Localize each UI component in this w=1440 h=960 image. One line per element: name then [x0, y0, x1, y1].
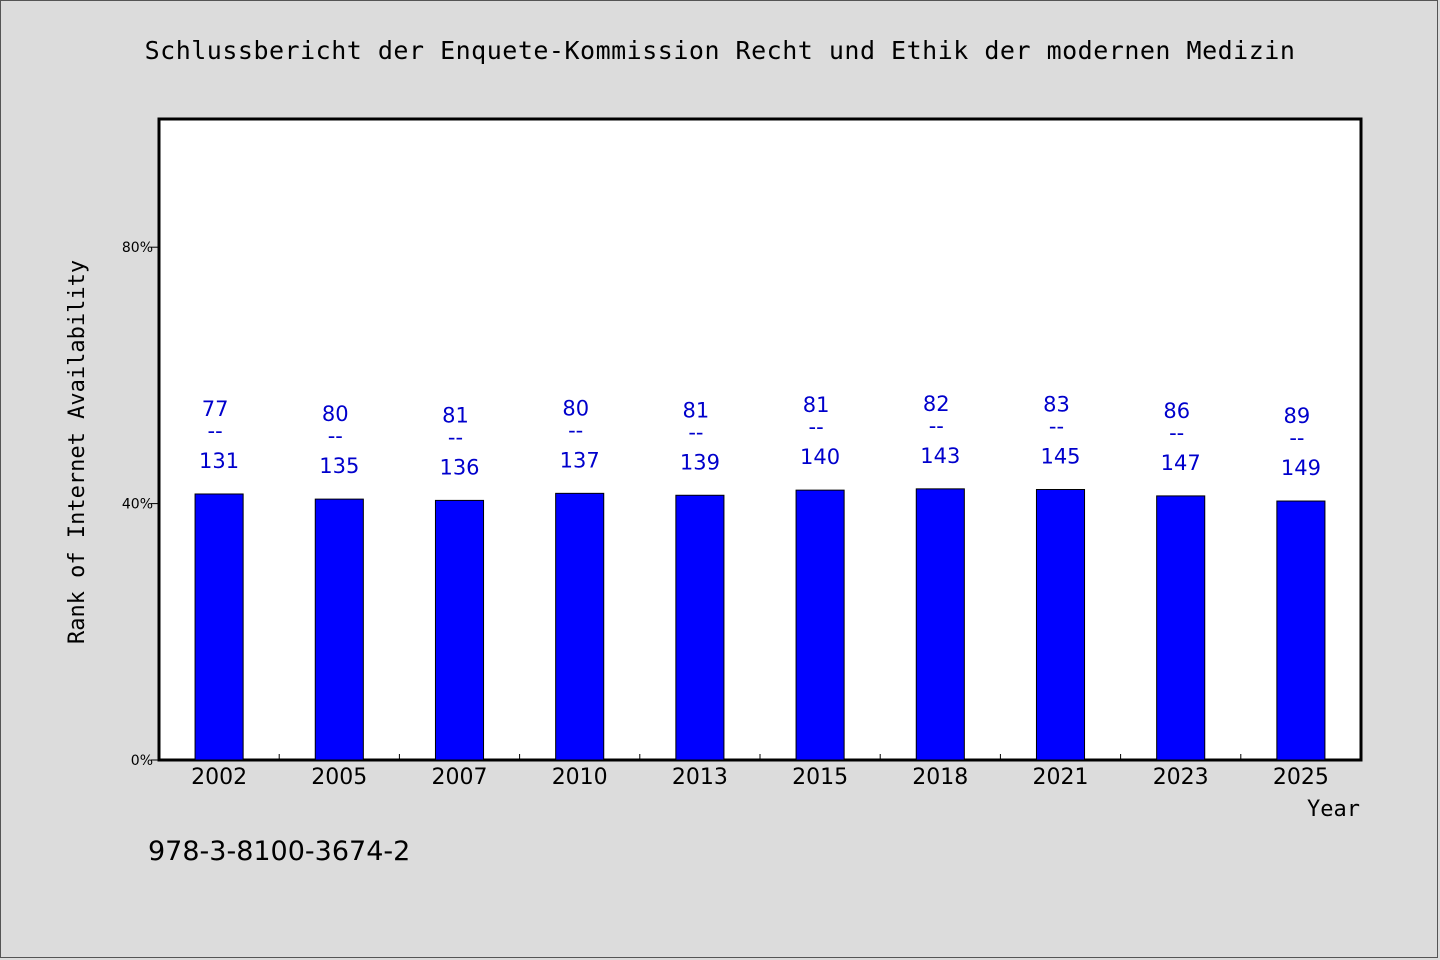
data-label-total: 140	[800, 445, 840, 469]
data-label-total: 135	[319, 454, 359, 478]
x-tick-label: 2023	[1153, 765, 1209, 790]
data-label-total: 131	[199, 449, 239, 473]
x-tick-label: 2010	[552, 765, 608, 790]
x-tick-label: 2007	[432, 765, 488, 790]
data-label-separator: --	[809, 415, 824, 439]
data-label-total: 136	[439, 455, 479, 479]
y-tick-label: 80%	[122, 240, 153, 256]
data-label-rank: 81	[442, 403, 469, 427]
x-tick-label: 2005	[311, 765, 367, 790]
bar	[1156, 495, 1206, 761]
bar	[314, 498, 364, 761]
isbn-text: 978-3-8100-3674-2	[148, 836, 411, 867]
x-tick-label: 2025	[1273, 765, 1329, 790]
data-label-total: 145	[1040, 444, 1080, 468]
bar	[1035, 488, 1086, 761]
bar	[675, 494, 725, 761]
data-label-rank: 83	[1043, 392, 1070, 416]
data-label-total: 147	[1161, 451, 1201, 475]
data-label-rank: 86	[1163, 399, 1190, 423]
x-tick-label: 2013	[672, 765, 728, 790]
x-axis: 2002 2005 2007 2010 2013 2015 2018 2021 2023 2025	[158, 754, 1362, 790]
bar	[1276, 500, 1326, 761]
data-label-rank: 81	[803, 393, 830, 417]
data-label-rank: 77	[202, 397, 229, 421]
data-label-separator: --	[1169, 421, 1184, 445]
data-labels: 77--13180--13581--13680--13781--13981--1…	[199, 392, 1321, 480]
y-axis-title: Rank of Internet Availability	[65, 260, 90, 644]
x-tick-label: 2015	[792, 765, 848, 790]
data-label-separator: --	[1289, 426, 1304, 450]
bar	[555, 492, 605, 761]
bar	[795, 489, 845, 761]
y-tick-label: 0%	[131, 753, 153, 769]
bar	[915, 488, 965, 761]
data-label-rank: 81	[683, 398, 710, 422]
data-label-total: 143	[920, 444, 960, 468]
data-label-separator: --	[688, 420, 703, 444]
data-label-rank: 89	[1284, 404, 1311, 428]
data-label-rank: 80	[322, 402, 349, 426]
data-label-separator: --	[328, 424, 343, 448]
bar	[194, 493, 244, 761]
data-label-separator: --	[208, 419, 223, 443]
x-tick-label: 2002	[191, 765, 247, 790]
data-label-separator: --	[929, 414, 944, 438]
data-label-total: 139	[680, 450, 720, 474]
data-label-separator: --	[568, 418, 583, 442]
chart-title: Schlussbericht der Enquete-Kommission Re…	[144, 36, 1296, 65]
x-tick-label: 2021	[1033, 765, 1089, 790]
data-label-rank: 82	[923, 392, 950, 416]
x-tick-label: 2018	[912, 765, 968, 790]
data-label-total: 149	[1281, 456, 1321, 480]
bar	[434, 499, 485, 761]
bar-series	[194, 488, 1326, 761]
data-label-separator: --	[448, 425, 463, 449]
data-label-rank: 80	[562, 396, 589, 420]
y-axis: 0% 40% 80%	[122, 240, 159, 769]
data-label-total: 137	[560, 448, 600, 472]
data-label-separator: --	[1049, 414, 1064, 438]
y-tick-label: 40%	[122, 497, 153, 513]
x-axis-title: Year	[1307, 797, 1360, 822]
